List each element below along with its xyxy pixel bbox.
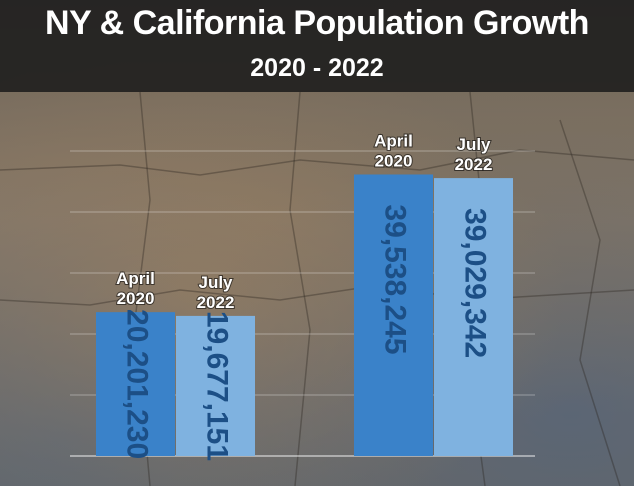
header-banner: NY & California Population Growth 2020 -… (0, 0, 634, 92)
bar-period-label: 2020 (117, 289, 155, 308)
bar-period-label: July (456, 135, 491, 154)
chart-title: NY & California Population Growth (45, 4, 589, 42)
chart-subtitle: 2020 - 2022 (250, 54, 384, 82)
bar-period-label: 2020 (375, 151, 413, 170)
bar-period-label: 2022 (197, 293, 235, 312)
bar-value-label: 20,201,230 (121, 309, 154, 459)
bar (96, 312, 175, 456)
bar (354, 174, 433, 456)
bar-value-label: 39,029,342 (459, 208, 492, 358)
bar (434, 178, 513, 456)
bar-value-label: 19,677,151 (201, 311, 234, 461)
bar-value-label: 39,538,245 (379, 204, 412, 354)
bar-period-label: April (374, 131, 413, 150)
bar-period-label: April (116, 269, 155, 288)
bar-period-label: July (198, 273, 233, 292)
bar-period-label: 2022 (455, 155, 493, 174)
bar (176, 315, 255, 456)
